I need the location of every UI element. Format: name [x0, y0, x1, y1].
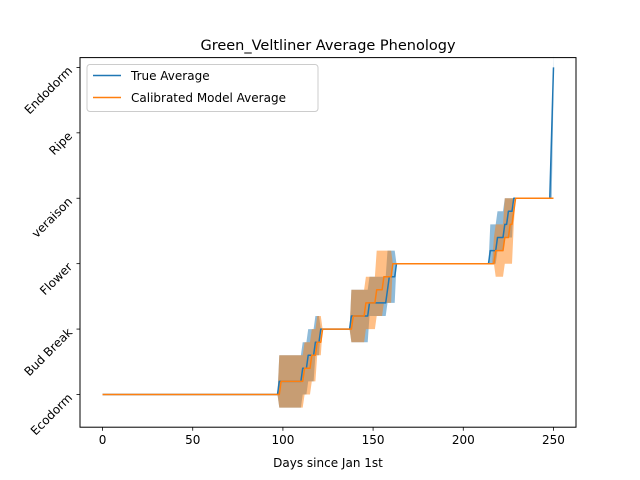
band-calibrated-model-average — [277, 198, 516, 408]
y-tick-label: Ripe — [46, 129, 75, 158]
legend-frame — [86, 64, 319, 112]
legend-label-true-average: True Average — [130, 69, 210, 83]
x-tick-label: 50 — [185, 433, 200, 447]
y-tick-label: Ecodorm — [28, 391, 75, 438]
plot-area — [102, 54, 555, 408]
x-tick-label: 250 — [542, 433, 565, 447]
chart-title: Green_Veltliner Average Phenology — [200, 38, 456, 54]
y-tick-label: Endodorm — [22, 64, 75, 117]
series-line-true-average — [102, 67, 555, 396]
x-tick-label: 200 — [452, 433, 475, 447]
axes-frame — [79, 57, 577, 428]
y-tick-label: veraison — [29, 194, 75, 240]
x-tick-label: 0 — [99, 433, 107, 447]
y-tick-label: Bud Break — [21, 325, 75, 379]
y-tick-label: Flower — [37, 260, 75, 298]
x-axis-label: Days since Jan 1st — [273, 456, 383, 470]
x-tick-label: 100 — [271, 433, 294, 447]
legend: True Average Calibrated Model Average — [86, 64, 319, 112]
legend-label-calibrated-model-average: Calibrated Model Average — [131, 91, 286, 105]
series-line-calibrated-model-average — [102, 197, 554, 396]
x-tick-label: 150 — [362, 433, 385, 447]
